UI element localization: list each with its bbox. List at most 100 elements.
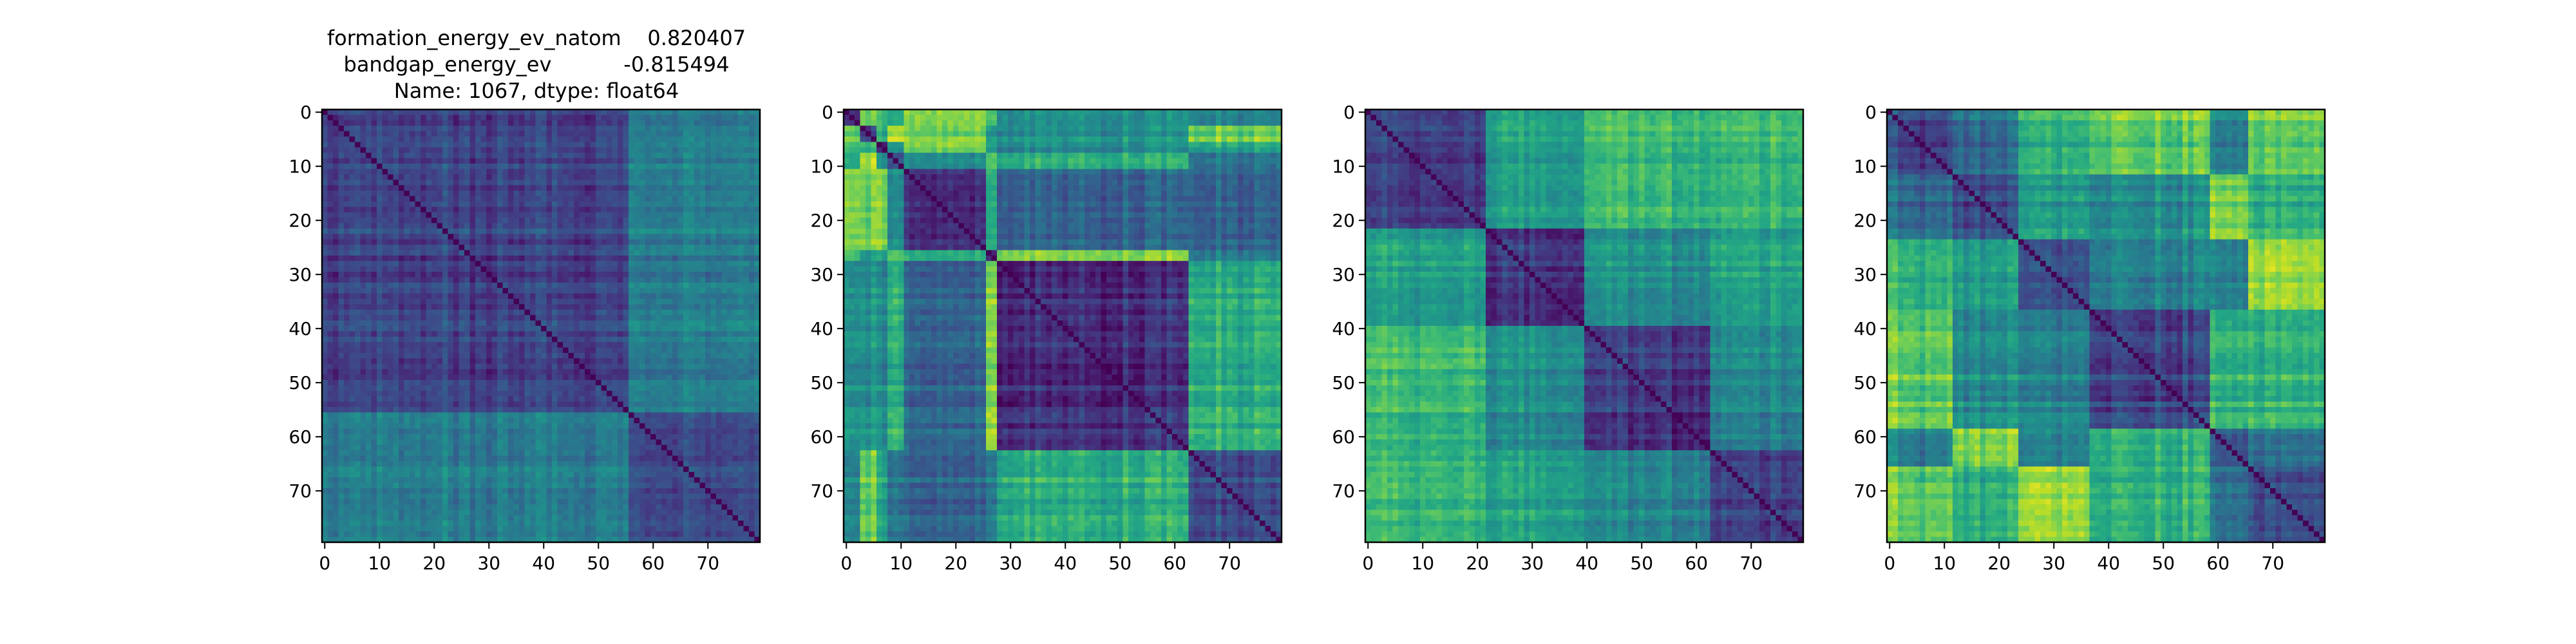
heatmap-cell: [502, 401, 509, 408]
heatmap-cell: [710, 261, 717, 267]
heatmap-cell: [672, 347, 679, 354]
heatmap-cell: [705, 196, 712, 202]
heatmap-cell: [732, 266, 739, 272]
heatmap-cell: [667, 396, 673, 402]
heatmap-cell: [437, 407, 443, 413]
heatmap-cell: [716, 250, 723, 256]
heatmap-cell: [377, 444, 383, 451]
heatmap-cell: [360, 412, 366, 419]
heatmap-cell: [727, 293, 734, 299]
heatmap-cell: [568, 315, 574, 321]
heatmap-cell: [574, 331, 580, 337]
heatmap-cell: [360, 147, 366, 153]
heatmap-cell: [502, 374, 509, 381]
heatmap-cell: [371, 153, 377, 159]
heatmap-cell: [590, 201, 596, 207]
heatmap-cell: [388, 304, 394, 310]
heatmap-cell: [399, 320, 405, 327]
heatmap-cell: [645, 158, 651, 164]
heatmap-cell: [486, 261, 493, 267]
heatmap-cell: [563, 142, 569, 148]
heatmap-cell: [568, 331, 574, 337]
heatmap-cell: [645, 412, 651, 419]
heatmap-cell: [574, 380, 580, 386]
heatmap-cell: [486, 299, 493, 305]
heatmap-cell: [699, 434, 706, 440]
heatmap-cell: [552, 158, 558, 164]
heatmap-cell: [667, 191, 673, 196]
heatmap-cell: [710, 412, 717, 419]
heatmap-cell: [486, 320, 493, 327]
heatmap-cell: [754, 147, 761, 153]
heatmap-cell: [349, 201, 355, 207]
heatmap-cell: [667, 255, 673, 261]
heatmap-cell: [546, 239, 553, 245]
heatmap-cell: [393, 439, 399, 446]
heatmap-cell: [382, 434, 388, 440]
heatmap-cell: [557, 428, 564, 435]
heatmap-cell: [393, 407, 399, 413]
heatmap-cell: [459, 137, 465, 142]
heatmap-cell: [656, 266, 662, 272]
heatmap-cell: [639, 309, 646, 316]
heatmap-cell: [705, 255, 712, 261]
heatmap-cell: [607, 401, 613, 408]
heatmap-cell: [426, 228, 432, 234]
heatmap-cell: [661, 293, 668, 299]
heatmap-cell: [333, 390, 339, 397]
heatmap-cell: [541, 369, 547, 375]
heatmap-cell: [448, 158, 454, 164]
heatmap-cell: [661, 126, 668, 132]
heatmap-cell: [590, 158, 596, 164]
heatmap-cell: [333, 423, 339, 430]
heatmap-cell: [661, 223, 668, 229]
heatmap-cell: [623, 347, 629, 354]
heatmap-cell: [530, 309, 536, 316]
heatmap-cell: [399, 142, 405, 148]
heatmap-cell: [453, 207, 460, 213]
heatmap-cell: [677, 272, 684, 278]
heatmap-cell: [459, 288, 465, 294]
heatmap-cell: [754, 158, 761, 164]
heatmap-cell: [349, 180, 355, 186]
heatmap-cell: [688, 272, 695, 278]
heatmap-cell: [732, 153, 739, 159]
heatmap-cell: [557, 196, 564, 202]
heatmap-cell: [727, 423, 734, 430]
heatmap-cell: [480, 218, 487, 223]
heatmap-cell: [426, 380, 432, 386]
heatmap-cell: [672, 320, 679, 327]
heatmap-cell: [453, 299, 460, 305]
heatmap-cell: [464, 137, 471, 142]
heatmap-cell: [410, 266, 416, 272]
heatmap-cell: [524, 164, 531, 169]
heatmap-cell: [399, 407, 405, 413]
heatmap-cell: [327, 131, 334, 137]
heatmap-cell: [519, 288, 526, 294]
heatmap-cell: [743, 164, 750, 169]
heatmap-cell: [344, 218, 350, 223]
heatmap-cell: [464, 293, 471, 299]
heatmap-cell: [491, 147, 498, 153]
heatmap-cell: [431, 326, 438, 332]
heatmap-cell: [688, 423, 695, 430]
heatmap-cell: [480, 223, 487, 229]
heatmap-cell: [672, 358, 679, 365]
heatmap-cell: [349, 196, 355, 202]
heatmap-cell: [530, 385, 536, 392]
heatmap-cell: [327, 218, 334, 223]
heatmap-cell: [705, 266, 712, 272]
heatmap-cell: [333, 207, 339, 213]
heatmap-cell: [349, 174, 355, 180]
heatmap-cell: [382, 266, 388, 272]
heatmap-cell: [596, 434, 602, 440]
heatmap-cell: [557, 336, 564, 343]
heatmap-cell: [563, 223, 569, 229]
heatmap-cell: [743, 304, 750, 310]
heatmap-cell: [590, 212, 596, 218]
heatmap-cell: [590, 239, 596, 245]
heatmap-cell: [344, 331, 350, 337]
heatmap-cell: [327, 126, 334, 132]
heatmap-cell: [546, 147, 553, 153]
heatmap-cell: [415, 407, 421, 413]
